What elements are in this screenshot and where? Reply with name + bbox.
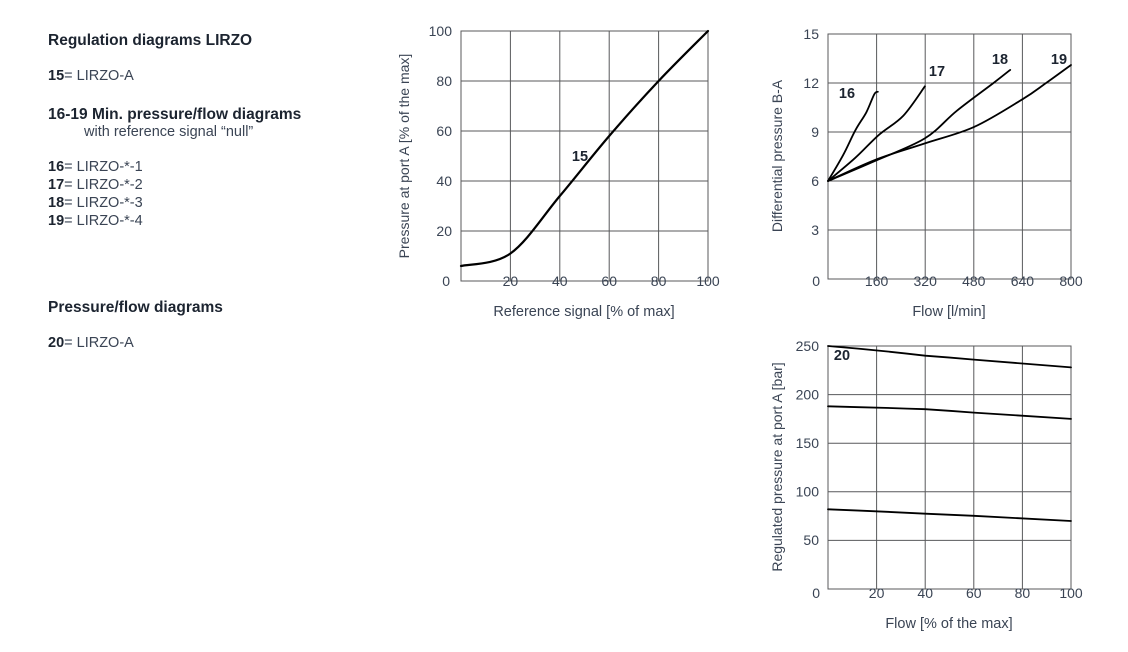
svg-text:200: 200: [796, 387, 820, 403]
svg-text:Regulated pressure at port A [: Regulated pressure at port A [bar]: [769, 362, 785, 571]
svg-text:80: 80: [1015, 585, 1031, 601]
svg-text:100: 100: [796, 484, 820, 500]
svg-text:150: 150: [796, 435, 820, 451]
svg-text:0: 0: [812, 585, 820, 601]
svg-text:20: 20: [834, 348, 850, 364]
svg-text:100: 100: [1059, 585, 1083, 601]
svg-text:250: 250: [796, 338, 820, 354]
svg-text:50: 50: [803, 532, 819, 548]
svg-text:Flow [% of the max]: Flow [% of the max]: [885, 616, 1012, 632]
svg-text:20: 20: [869, 585, 885, 601]
svg-text:60: 60: [966, 585, 982, 601]
svg-text:40: 40: [917, 585, 933, 601]
